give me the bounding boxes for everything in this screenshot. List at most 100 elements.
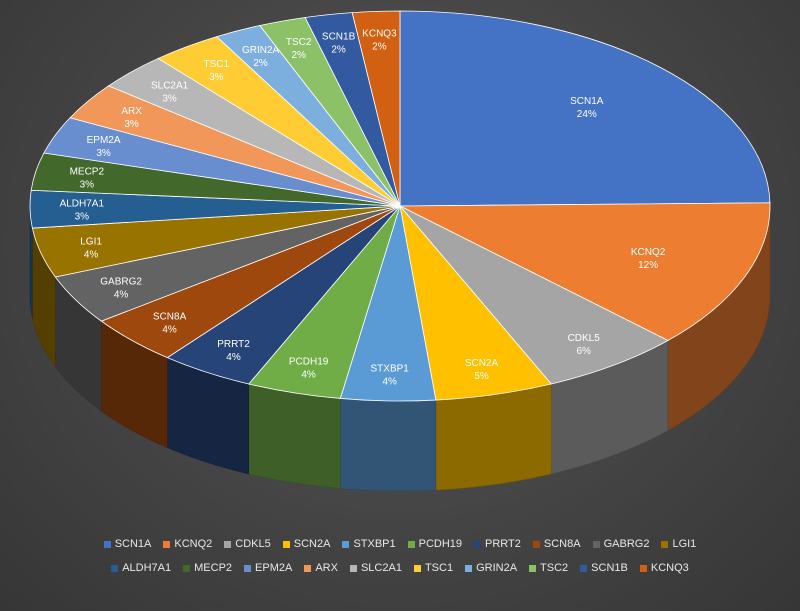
legend-row: ALDH7A1 MECP2 EPM2A ARX SLC2A1 TSC1 GRIN2A TSC2… xyxy=(20,562,780,574)
legend-swatch xyxy=(163,540,171,548)
data-label-name: TSC2 xyxy=(286,37,312,48)
data-label-name: STXBP1 xyxy=(371,364,410,375)
legend-item: SCN1A xyxy=(103,538,152,550)
data-label-value: 2% xyxy=(372,42,387,53)
data-label-value: 3% xyxy=(96,148,111,159)
data-label-value: 3% xyxy=(162,93,177,104)
legend-swatch xyxy=(639,564,647,572)
legend-swatch xyxy=(592,540,600,548)
legend-swatch xyxy=(661,540,669,548)
legend-item: SCN8A xyxy=(532,538,581,550)
legend-label: GABRG2 xyxy=(603,538,650,550)
legend-item: ARX xyxy=(304,562,338,574)
legend-row: SCN1A KCNQ2 CDKL5 SCN2A STXBP1 PCDH19 PRRT2 SCN… xyxy=(20,538,780,550)
legend-item: GRIN2A xyxy=(465,562,517,574)
legend-item: LGI1 xyxy=(661,538,696,550)
legend-swatch xyxy=(465,564,473,572)
pie-side-scn2a xyxy=(435,383,552,491)
data-label-name: LGI1 xyxy=(80,236,102,247)
legend-swatch xyxy=(413,564,421,572)
data-label-value: 3% xyxy=(209,72,224,83)
legend-swatch xyxy=(224,540,232,548)
legend-item: GABRG2 xyxy=(592,538,650,550)
data-label-value: 2% xyxy=(331,45,346,56)
data-label-name: ARX xyxy=(121,106,142,117)
legend-label: LGI1 xyxy=(672,538,697,550)
legend-label: KCNQ2 xyxy=(174,538,213,550)
legend-label: PRRT2 xyxy=(485,538,521,550)
legend-swatch xyxy=(529,564,537,572)
data-label-name: TSC1 xyxy=(204,59,230,70)
data-label-name: PCDH19 xyxy=(289,357,329,368)
legend-swatch xyxy=(111,564,119,572)
legend-label: MECP2 xyxy=(194,562,233,574)
legend-swatch xyxy=(349,564,357,572)
pie-side-pcdh19 xyxy=(248,383,341,489)
legend-item: SCN2A xyxy=(282,538,331,550)
data-label-value: 3% xyxy=(75,212,90,223)
data-label-name: ALDH7A1 xyxy=(60,199,105,210)
data-label-value: 12% xyxy=(638,260,658,271)
legend-swatch xyxy=(407,540,415,548)
legend-label: TSC2 xyxy=(540,562,569,574)
data-label-value: 4% xyxy=(301,370,316,381)
legend-item: PCDH19 xyxy=(407,538,463,550)
legend-item: STXBP1 xyxy=(342,538,396,550)
data-label-value: 3% xyxy=(124,119,139,130)
legend-item: SLC2A1 xyxy=(349,562,402,574)
legend-swatch xyxy=(183,564,191,572)
legend-item: PRRT2 xyxy=(474,538,521,550)
legend-label: SCN2A xyxy=(293,538,331,550)
legend-item: ALDH7A1 xyxy=(111,562,171,574)
legend-swatch xyxy=(580,564,588,572)
data-label-value: 2% xyxy=(253,58,268,69)
legend-swatch xyxy=(342,540,350,548)
legend-item: KCNQ2 xyxy=(163,538,212,550)
pie-side-stxbp1 xyxy=(340,398,437,492)
legend-item: TSC1 xyxy=(413,562,453,574)
data-label-name: GABRG2 xyxy=(100,277,142,288)
legend-label: EPM2A xyxy=(255,562,293,574)
legend: SCN1A KCNQ2 CDKL5 SCN2A STXBP1 PCDH19 PRRT2 SCN… xyxy=(20,538,780,586)
data-label-name: PRRT2 xyxy=(217,339,250,350)
legend-item: EPM2A xyxy=(244,562,292,574)
legend-item: CDKL5 xyxy=(224,538,271,550)
legend-swatch xyxy=(244,564,252,572)
data-label-name: EPM2A xyxy=(87,135,121,146)
legend-label: SCN8A xyxy=(543,538,581,550)
data-label-value: 4% xyxy=(382,377,397,388)
data-label-value: 4% xyxy=(162,325,177,336)
data-label-value: 3% xyxy=(80,179,95,190)
data-label-name: CDKL5 xyxy=(568,333,601,344)
data-label-name: SLC2A1 xyxy=(151,80,189,91)
data-label-value: 2% xyxy=(291,50,306,61)
data-label-name: KCNQ3 xyxy=(362,29,397,40)
data-label-name: GRIN2A xyxy=(242,45,280,56)
legend-label: PCDH19 xyxy=(418,538,463,550)
legend-swatch xyxy=(532,540,540,548)
data-label-name: SCN1B xyxy=(322,32,356,43)
legend-label: GRIN2A xyxy=(476,562,518,574)
pie-slice-scn1a xyxy=(399,10,771,207)
data-label-value: 5% xyxy=(474,371,489,382)
legend-label: SCN1B xyxy=(591,562,628,574)
legend-label: CDKL5 xyxy=(235,538,271,550)
legend-swatch xyxy=(304,564,312,572)
data-label-value: 4% xyxy=(114,290,129,301)
data-label-name: KCNQ2 xyxy=(631,247,666,258)
legend-label: STXBP1 xyxy=(353,538,396,550)
data-label-name: SCN2A xyxy=(465,358,499,369)
legend-label: SCN1A xyxy=(114,538,152,550)
legend-item: MECP2 xyxy=(183,562,232,574)
pie-slice-cdkl5 xyxy=(399,205,669,385)
legend-label: ARX xyxy=(315,562,338,574)
pie-slice-kcnq2 xyxy=(399,202,771,341)
legend-swatch xyxy=(103,540,111,548)
pie-slice-kcnq3 xyxy=(351,10,401,207)
data-label-value: 4% xyxy=(84,249,99,260)
legend-swatch xyxy=(282,540,290,548)
legend-item: KCNQ3 xyxy=(639,562,689,574)
legend-label: ALDH7A1 xyxy=(122,562,172,574)
